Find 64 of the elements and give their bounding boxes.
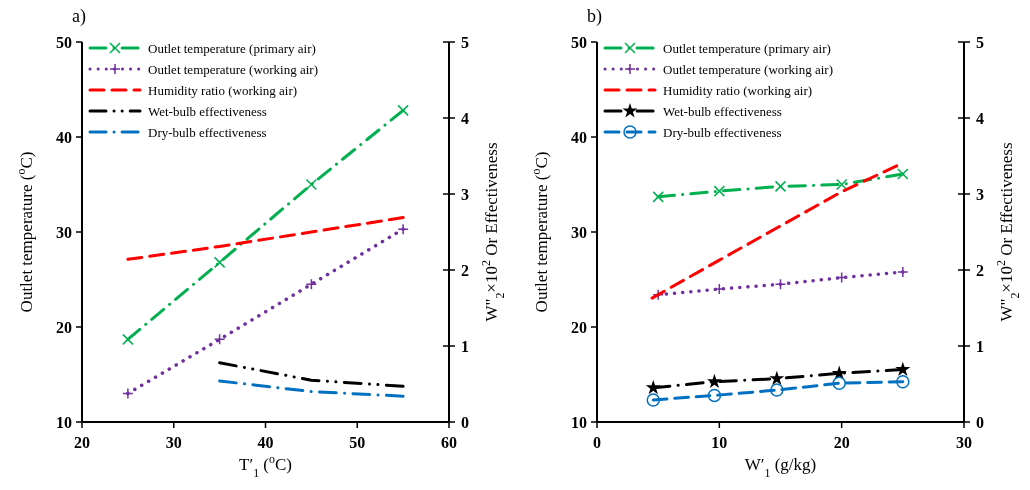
legend-label: Dry-bulb effectiveness — [663, 124, 782, 140]
point — [397, 104, 409, 117]
legend-label: Dry-bulb effectiveness — [148, 124, 267, 140]
point — [397, 223, 409, 235]
point — [774, 180, 787, 193]
chart-title: a) — [72, 6, 86, 27]
point — [213, 333, 226, 346]
y2-tick-label: 1 — [976, 338, 984, 355]
point — [835, 271, 848, 284]
y2-tick-label: 0 — [976, 414, 984, 431]
legend-label: Outlet temperature (working air) — [663, 61, 834, 77]
y-tick-label: 30 — [56, 224, 72, 241]
x-tick-label: 20 — [833, 434, 850, 451]
x-tick-label: 40 — [257, 434, 274, 451]
y-tick-label: 50 — [571, 34, 587, 51]
chart-title: b) — [587, 6, 602, 27]
point — [897, 168, 909, 180]
y-tick-label: 20 — [56, 319, 72, 336]
y-tick-label: 10 — [571, 414, 587, 431]
legend-label: Outlet temperature (primary air) — [663, 40, 831, 56]
point — [305, 178, 318, 191]
point — [713, 185, 726, 197]
x-tick-label: 30 — [956, 434, 972, 451]
y2-tick-label: 4 — [976, 110, 984, 127]
legend-label: Humidity ratio (working air) — [148, 82, 298, 98]
y2-tick-label: 1 — [461, 338, 469, 355]
point — [835, 178, 848, 191]
legend-label: Outlet temperature (primary air) — [148, 40, 316, 56]
x-tick-label: 60 — [441, 434, 457, 451]
point — [122, 387, 134, 400]
x-tick-label: 10 — [711, 434, 728, 451]
legend-label: Humidity ratio (working air) — [663, 82, 813, 98]
legend-label: Wet-bulb effectiveness — [663, 103, 782, 119]
x-tick-label: 20 — [74, 434, 90, 451]
x-tick-label: 0 — [593, 434, 601, 451]
line-series — [650, 164, 899, 300]
y-tick-label: 50 — [56, 34, 72, 51]
y2-tick-label: 2 — [461, 262, 469, 279]
x-axis-title: W′$_{1}$ (g/kg) — [744, 455, 817, 480]
line-series — [126, 216, 405, 261]
point — [122, 333, 134, 346]
point — [305, 278, 318, 290]
legend-label: Wet-bulb effectiveness — [148, 103, 267, 119]
y2-tick-label: 2 — [976, 262, 984, 279]
x-axis-title: T′$_{1}$ ($^{o}$C) — [239, 452, 292, 480]
y-tick-label: 30 — [571, 224, 587, 241]
y2-tick-label: 3 — [976, 186, 984, 203]
y2-tick-label: 5 — [461, 34, 469, 51]
x-tick-label: 50 — [349, 434, 366, 451]
y2-tick-label: 4 — [461, 110, 469, 127]
point — [774, 278, 787, 290]
x-tick-label: 30 — [165, 434, 182, 451]
y2-tick-label: 3 — [461, 186, 469, 203]
y-tick-label: 40 — [56, 129, 72, 146]
point — [652, 191, 664, 203]
y-tick-label: 40 — [571, 129, 587, 146]
point — [213, 256, 226, 269]
point — [652, 288, 664, 301]
point — [897, 266, 909, 278]
y-tick-label: 20 — [571, 319, 587, 336]
y2-tick-label: 0 — [461, 414, 469, 431]
y-tick-label: 10 — [56, 414, 72, 431]
legend-label: Outlet temperature (working air) — [148, 61, 319, 77]
y2-tick-label: 5 — [976, 34, 984, 51]
